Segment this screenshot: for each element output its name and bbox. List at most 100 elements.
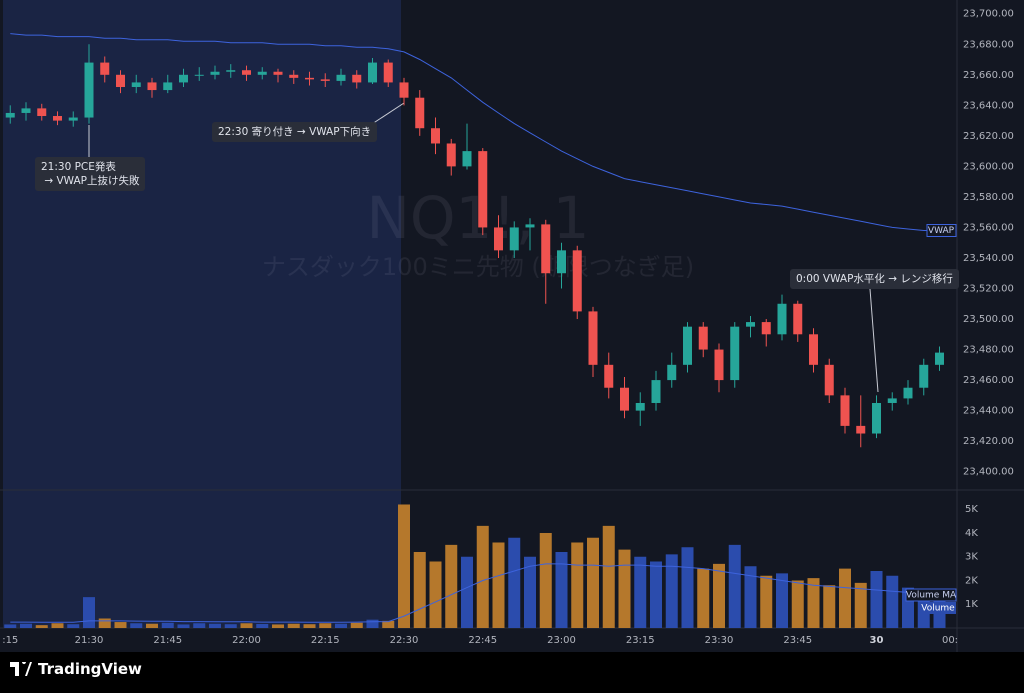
candle-body [541, 224, 551, 274]
candle-body [305, 77, 314, 80]
volume-bar [209, 623, 221, 628]
volume-bar [287, 623, 300, 628]
session-background [3, 0, 401, 628]
volume-tick-label: 3K [965, 552, 978, 563]
watermark-subtitle: ナスダック100ミニ先物 (期限つなぎ足) [262, 253, 694, 281]
y-tick-label: 23,580.00 [963, 192, 1014, 203]
candle-body [100, 62, 110, 75]
x-tick-label: 22:00 [232, 635, 261, 646]
candle-body [320, 79, 330, 81]
volume-bar [839, 568, 851, 628]
candle-body [714, 349, 724, 381]
annotation: 0:00 VWAP水平化 → レンジ移行 [790, 269, 959, 289]
y-tick-label: 23,640.00 [963, 100, 1014, 111]
candle-body [273, 71, 283, 75]
volume-bar [319, 623, 332, 628]
series-label-box [921, 602, 956, 614]
candle-body [635, 402, 645, 411]
annotation: 22:30 寄り付き → VWAP下向き [212, 122, 378, 142]
volume-bar [807, 578, 820, 628]
brand-logo: TradingView [10, 660, 142, 678]
annotation-line: 21:30 PCE発表 [41, 161, 116, 173]
x-tick-label: 23:45 [783, 635, 812, 646]
candle-body [5, 112, 15, 118]
candle-body [131, 82, 141, 88]
candle-body [116, 74, 125, 88]
candle-body [446, 143, 456, 167]
candle-body [761, 322, 771, 335]
volume-bar [461, 556, 473, 628]
candle-body [777, 303, 787, 335]
candle-body [935, 352, 944, 365]
x-tick-label: 22:15 [311, 635, 340, 646]
candle-body [289, 74, 299, 78]
candle-body [730, 326, 740, 381]
volume-bar [83, 597, 95, 628]
volume-bar [272, 624, 284, 628]
volume-ma-line [10, 563, 940, 623]
volume-bar [634, 556, 647, 628]
candle-body [651, 380, 661, 403]
x-tick-label: 23:15 [626, 635, 655, 646]
volume-bar [854, 582, 867, 628]
y-tick-label: 23,660.00 [963, 70, 1014, 81]
volume-bar [146, 623, 158, 628]
candle-body [809, 334, 818, 365]
annotation-line: → VWAP上抜け失敗 [41, 175, 140, 187]
series-label: Volume MA [906, 591, 957, 601]
series-label-box [905, 588, 957, 602]
volume-bar [681, 547, 694, 628]
volume-bar [618, 549, 631, 628]
candle-body [903, 387, 913, 399]
volume-bar [697, 568, 710, 628]
volume-bar [303, 624, 316, 628]
series-label: VWAP [928, 226, 955, 236]
volume-bar [713, 563, 725, 628]
y-tick-label: 23,400.00 [963, 467, 1014, 478]
candle-body [698, 326, 708, 350]
volume-bar [366, 619, 379, 628]
candle-body [415, 97, 425, 129]
volume-bar [114, 622, 127, 628]
volume-bar [492, 542, 505, 628]
series-label: Volume [921, 604, 955, 614]
candle-body [242, 70, 251, 75]
annotation-arrow [371, 102, 405, 125]
volume-bar [130, 623, 143, 628]
candle-body [368, 62, 377, 83]
volume-bar [744, 566, 757, 628]
candle-body [872, 402, 881, 434]
candle-body [478, 151, 488, 228]
volume-bar [728, 544, 741, 628]
volume-bar [224, 624, 237, 628]
volume-bar [823, 585, 836, 628]
vwap-line [10, 33, 940, 231]
volume-bar [760, 575, 773, 628]
volume-bar [20, 623, 32, 628]
candle-body [557, 250, 566, 274]
candle-body [68, 117, 78, 121]
y-tick-label: 23,560.00 [963, 222, 1014, 233]
brand-name: TradingView [38, 660, 142, 678]
volume-bar [35, 625, 48, 628]
candle-body [53, 116, 62, 121]
volume-bar [4, 624, 17, 628]
volume-bar [776, 573, 788, 628]
volume-bar [350, 622, 363, 628]
volume-bar [476, 525, 489, 628]
annotation: 21:30 PCE発表 → VWAP上抜け失敗 [35, 157, 146, 191]
candle-body [163, 82, 173, 91]
y-tick-label: 23,600.00 [963, 161, 1014, 172]
brand-icon [10, 662, 32, 676]
volume-bar [650, 561, 662, 628]
x-tick-label: 23:30 [705, 635, 734, 646]
volume-bar [429, 561, 442, 628]
volume-bar [256, 623, 269, 628]
volume-bar [524, 556, 536, 628]
x-tick-label: 00: [942, 635, 958, 646]
volume-bar [445, 544, 458, 628]
volume-bar [382, 620, 395, 628]
y-tick-label: 23,520.00 [963, 284, 1014, 295]
volume-bar [539, 532, 552, 628]
volume-tick-label: 1K [965, 599, 978, 610]
